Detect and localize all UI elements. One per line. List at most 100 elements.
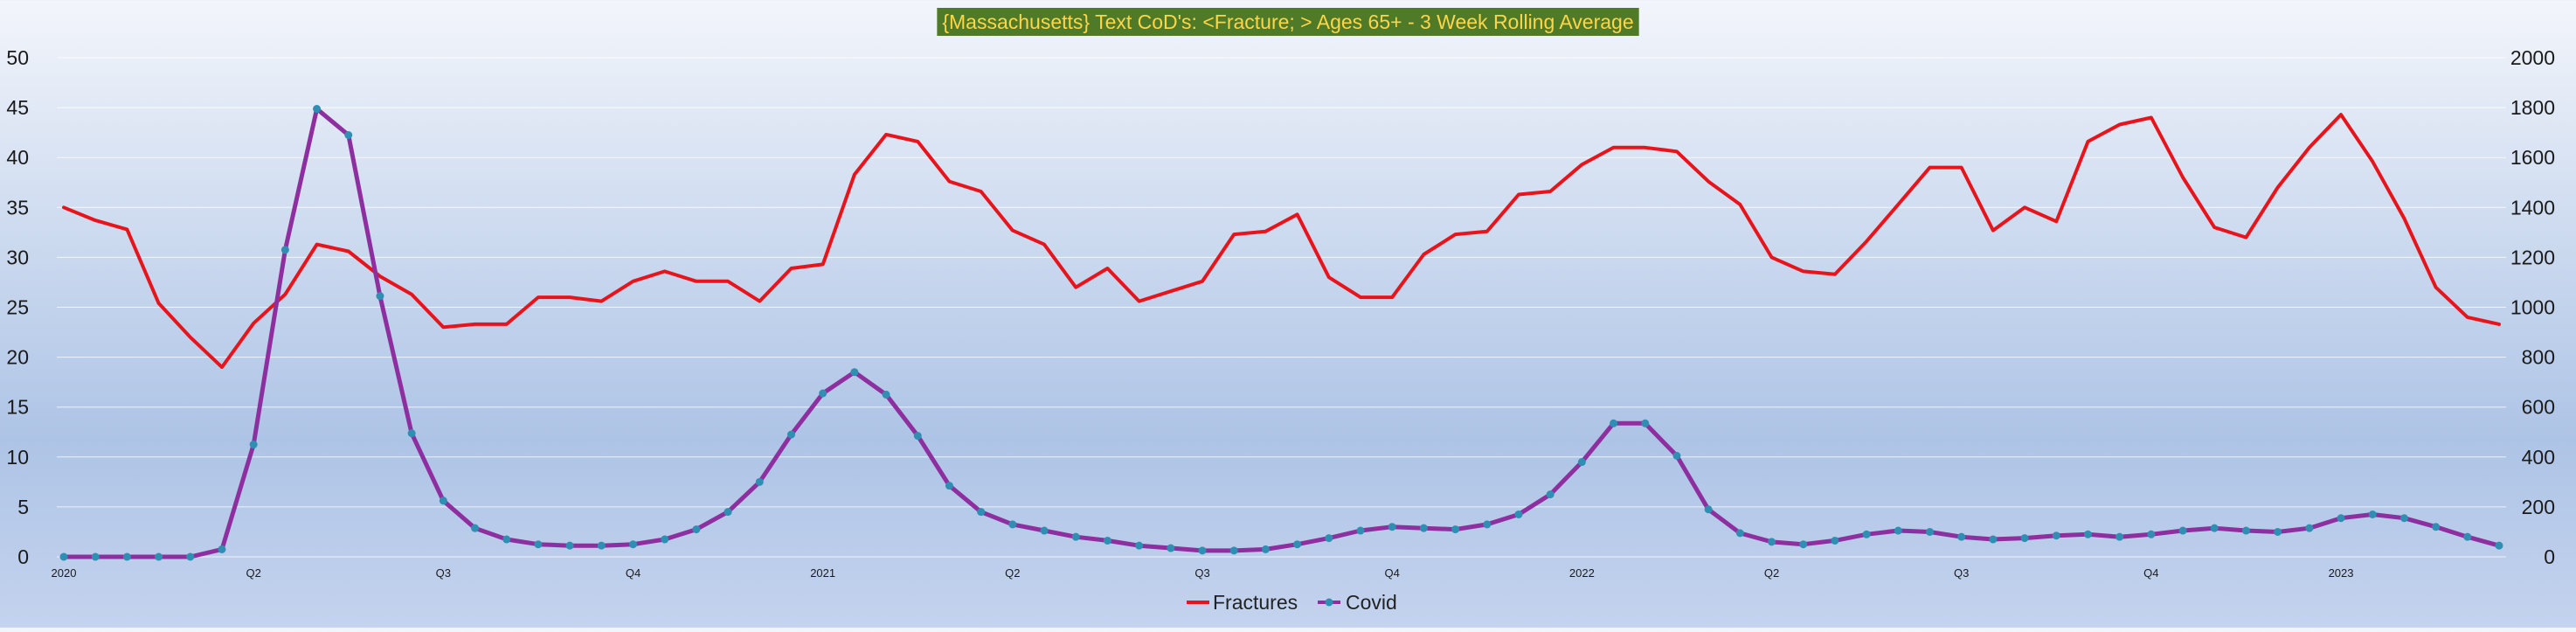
x-axis: 2020 Q2 Q3 Q4 2021 Q2 Q3 Q4 2022 Q2 Q3 Q4 2023: [52, 566, 2354, 580]
data-point-covid: [1514, 510, 1523, 518]
data-point-covid: [1483, 520, 1492, 529]
y-left-tick-label: 35: [6, 196, 29, 219]
x-tick-label: Q4: [2143, 566, 2158, 580]
data-point-covid: [1198, 546, 1207, 555]
y-left-tick-label: 50: [6, 46, 29, 69]
data-point-covid: [2083, 530, 2092, 538]
data-point-covid: [1040, 526, 1049, 535]
data-point-covid: [2274, 527, 2282, 536]
data-point-covid: [376, 292, 384, 301]
data-point-covid: [1356, 526, 1365, 535]
y-axis-right: 0 200 400 600 800 1000 1200 1400 1600 1800 2000: [2510, 46, 2555, 568]
data-point-covid: [2368, 510, 2377, 518]
data-point-covid: [1325, 534, 1333, 543]
data-point-covid: [1167, 544, 1175, 552]
legend-label-covid: Covid: [1346, 591, 1397, 614]
data-point-covid: [1261, 545, 1270, 553]
y-right-tick-label: 1600: [2510, 146, 2555, 169]
data-point-covid: [1577, 458, 1586, 467]
data-point-covid: [1672, 451, 1681, 460]
data-point-covid: [1229, 546, 1238, 555]
x-tick-label: 2022: [1569, 566, 1595, 580]
y-right-tick-label: 200: [2522, 496, 2555, 518]
data-point-covid: [2399, 514, 2408, 523]
chart-title: {Massachusetts} Text CoD's: <Fracture; >…: [937, 8, 1639, 36]
data-point-covid: [1862, 530, 1871, 538]
data-point-covid: [1008, 520, 1017, 529]
data-point-covid: [471, 524, 480, 532]
data-point-covid: [882, 390, 890, 399]
data-point-covid: [2337, 514, 2345, 523]
data-point-covid: [1610, 419, 1618, 427]
x-tick-label: 2023: [2329, 566, 2354, 580]
y-left-tick-label: 15: [6, 396, 29, 419]
data-point-covid: [1957, 532, 1966, 541]
data-point-covid: [122, 552, 131, 561]
data-point-covid: [502, 535, 511, 544]
data-point-covid: [91, 552, 100, 561]
y-left-tick-label: 45: [6, 96, 29, 119]
y-left-tick-label: 40: [6, 146, 29, 169]
y-right-tick-label: 400: [2522, 446, 2555, 469]
legend-item-fractures: Fractures: [1187, 591, 1298, 614]
x-tick-label: 2020: [52, 566, 77, 580]
data-point-covid: [2210, 524, 2219, 532]
data-point-covid: [1989, 535, 1998, 544]
y-right-tick-label: 1200: [2510, 246, 2555, 268]
y-right-tick-label: 600: [2522, 396, 2555, 419]
y-right-tick-label: 2000: [2510, 46, 2555, 69]
y-right-tick-label: 1400: [2510, 196, 2555, 219]
data-point-covid: [755, 477, 764, 486]
data-point-covid: [2495, 541, 2503, 550]
data-point-covid: [565, 541, 574, 550]
legend-marker-covid: [1325, 598, 1333, 607]
data-point-covid: [534, 540, 543, 549]
x-tick-label: Q4: [1385, 566, 1400, 580]
data-point-covid: [155, 552, 163, 561]
data-point-covid: [280, 246, 289, 254]
data-point-covid: [724, 508, 732, 517]
data-point-covid: [1388, 523, 1396, 531]
x-tick-label: Q3: [436, 566, 451, 580]
data-point-covid: [2020, 534, 2029, 543]
data-point-covid: [945, 482, 953, 490]
data-point-covid: [218, 545, 226, 553]
y-left-tick-label: 0: [17, 545, 29, 568]
data-point-covid: [1546, 490, 1555, 499]
data-point-covid: [597, 541, 606, 550]
y-left-tick-label: 5: [17, 496, 29, 518]
data-point-covid: [2305, 524, 2314, 532]
y-left-tick-label: 10: [6, 446, 29, 469]
x-tick-label: Q4: [626, 566, 641, 580]
data-point-covid: [1799, 540, 1808, 549]
data-point-covid: [439, 497, 447, 505]
data-point-covid: [977, 508, 986, 517]
data-point-covid: [1735, 529, 1744, 538]
data-point-covid: [850, 368, 859, 377]
x-tick-label: Q2: [1764, 566, 1779, 580]
data-point-covid: [1831, 536, 1839, 545]
data-point-covid: [1419, 524, 1428, 532]
data-point-covid: [1135, 541, 1144, 550]
y-right-tick-label: 0: [2544, 545, 2555, 568]
series-line-covid: [61, 107, 2502, 559]
data-point-covid: [1451, 525, 1460, 534]
y-left-tick-label: 25: [6, 296, 29, 319]
legend-item-covid: Covid: [1318, 591, 1397, 614]
x-tick-label: 2021: [810, 566, 835, 580]
legend-label-fractures: Fractures: [1213, 591, 1298, 614]
y-axis-left: 0 5 10 15 20 25 30 35 40 45 50: [6, 46, 29, 568]
data-point-covid: [407, 429, 416, 438]
series-line-fractures: [62, 113, 2501, 369]
data-point-covid: [344, 131, 353, 140]
y-right-tick-label: 1000: [2510, 296, 2555, 319]
legend: Fractures Covid: [1187, 591, 1397, 614]
data-point-covid: [2147, 530, 2156, 538]
data-point-covid: [1894, 526, 1902, 535]
data-point-covid: [2116, 532, 2124, 541]
data-point-covid: [2178, 526, 2187, 535]
data-point-covid: [2432, 523, 2441, 531]
data-point-covid: [2052, 531, 2060, 540]
